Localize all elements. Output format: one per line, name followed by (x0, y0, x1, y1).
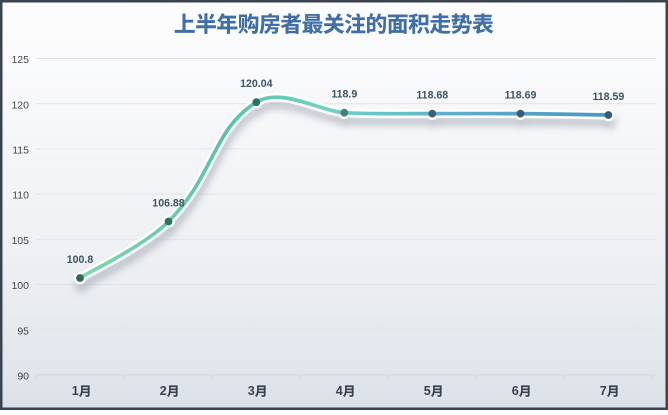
svg-text:105: 105 (11, 235, 29, 247)
svg-text:118.9: 118.9 (331, 89, 357, 101)
svg-text:110: 110 (12, 190, 29, 202)
svg-text:1: 1 (72, 384, 79, 398)
svg-text:125: 125 (11, 54, 29, 66)
svg-text:5: 5 (424, 384, 431, 398)
svg-text:3: 3 (248, 384, 255, 398)
svg-text:120.04: 120.04 (240, 78, 273, 90)
svg-text:90: 90 (17, 371, 29, 383)
svg-text:100: 100 (11, 280, 29, 292)
svg-text:2: 2 (160, 384, 167, 398)
svg-text:4: 4 (336, 384, 343, 398)
svg-text:120: 120 (11, 99, 29, 111)
svg-text:95: 95 (17, 325, 29, 337)
svg-text:118.69: 118.69 (505, 89, 537, 101)
svg-text:6: 6 (512, 384, 519, 398)
svg-text:118.59: 118.59 (592, 91, 624, 103)
svg-text:118.68: 118.68 (416, 89, 448, 101)
svg-text:115: 115 (12, 145, 29, 157)
svg-text:7: 7 (600, 384, 607, 398)
svg-text:100.8: 100.8 (67, 254, 94, 266)
svg-text:106.88: 106.88 (152, 197, 185, 209)
